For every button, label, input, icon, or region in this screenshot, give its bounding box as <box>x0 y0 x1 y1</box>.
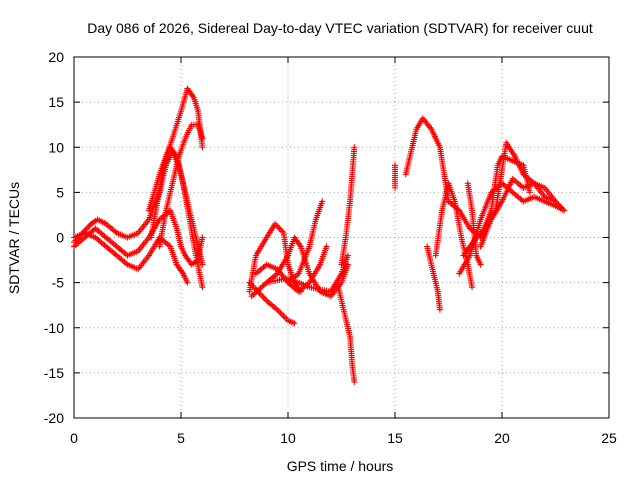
data-point <box>277 309 284 316</box>
series-arc-p <box>402 115 452 205</box>
data-point <box>85 223 92 230</box>
data-point <box>344 252 351 259</box>
series-arc-l <box>248 252 351 300</box>
data-point <box>276 225 283 232</box>
data-point <box>281 314 288 321</box>
y-tick-label: -10 <box>44 320 64 336</box>
data-point <box>436 306 443 313</box>
data-point <box>561 207 568 214</box>
data-point <box>250 291 257 298</box>
x-tick-label: 20 <box>494 430 510 446</box>
data-point <box>259 283 266 290</box>
y-tick-label: -20 <box>44 410 64 426</box>
x-axis-label: GPS time / hours <box>287 458 394 474</box>
y-tick-label: 0 <box>56 230 64 246</box>
y-tick-label: -15 <box>44 365 64 381</box>
x-tick-label: 5 <box>177 430 185 446</box>
data-point <box>319 198 326 205</box>
series-arc-c <box>71 229 191 286</box>
data-point <box>278 311 285 318</box>
data-point <box>184 279 191 286</box>
x-tick-label: 25 <box>601 430 617 446</box>
x-tick-label: 15 <box>387 430 403 446</box>
y-tick-label: 15 <box>48 94 64 110</box>
series-arc-f <box>148 144 206 291</box>
data-point <box>392 162 398 169</box>
y-axis-label: SDTVAR / TECUs <box>6 182 22 294</box>
data-point <box>247 281 254 288</box>
data-point <box>552 198 559 205</box>
series-arc-o <box>392 162 398 191</box>
data-point <box>260 282 267 289</box>
y-tick-label: 10 <box>48 139 64 155</box>
data-point <box>199 144 206 151</box>
data-point <box>323 243 330 250</box>
data-points <box>71 85 568 385</box>
data-point <box>344 261 351 268</box>
data-point <box>275 308 282 315</box>
data-point <box>351 144 358 151</box>
data-point <box>199 261 206 268</box>
data-point <box>199 135 206 142</box>
data-point <box>351 378 358 385</box>
data-point <box>259 293 266 300</box>
data-point <box>469 284 476 291</box>
series-arc-r <box>432 180 476 291</box>
y-tick-label: 5 <box>56 184 64 200</box>
x-tick-label: 10 <box>280 430 296 446</box>
chart-title: Day 086 of 2026, Sidereal Day-to-day VTE… <box>87 20 593 36</box>
series-arc-w <box>464 180 484 268</box>
data-point <box>277 226 284 233</box>
data-point <box>260 294 267 301</box>
chart-ticks: 0 5 10 15 20 25 -20 -15 -10 -5 0 5 10 15 20 <box>44 49 617 446</box>
series-arc-q <box>424 243 443 313</box>
data-point <box>526 189 533 196</box>
data-point <box>280 312 287 319</box>
data-point <box>291 320 298 327</box>
series-arc-m <box>334 279 358 385</box>
y-tick-label: -5 <box>52 275 65 291</box>
data-point <box>275 223 282 230</box>
data-point <box>262 296 269 303</box>
series-arc-h <box>246 279 298 327</box>
series-arc-k <box>285 198 326 286</box>
data-point <box>199 284 206 291</box>
series-arc-d <box>145 85 206 214</box>
x-tick-label: 0 <box>70 430 78 446</box>
y-tick-label: 20 <box>48 49 64 65</box>
data-point <box>477 261 484 268</box>
series-arc-n <box>338 144 358 268</box>
data-point <box>199 234 206 241</box>
chart-grid <box>74 57 609 418</box>
